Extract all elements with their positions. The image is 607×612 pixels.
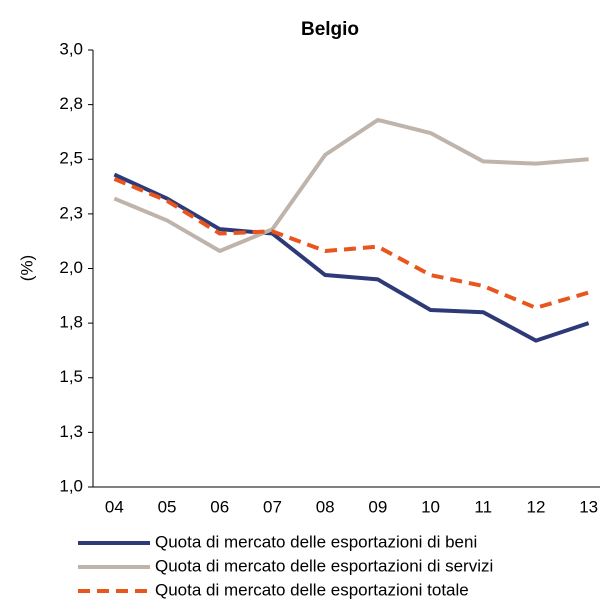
x-tick-label: 04	[105, 497, 124, 516]
y-tick-label: 2,5	[59, 149, 83, 168]
y-tick-label: 1,8	[59, 313, 83, 332]
x-tick-label: 08	[316, 497, 335, 516]
legend-label: Quota di mercato delle esportazioni di b…	[155, 532, 477, 551]
x-tick-label: 09	[368, 497, 387, 516]
x-tick-label: 10	[421, 497, 440, 516]
y-tick-label: 1,0	[59, 476, 83, 495]
x-tick-label: 11	[474, 497, 492, 516]
legend-label: Quota di mercato delle esportazioni tota…	[155, 580, 469, 599]
x-tick-label: 06	[210, 497, 229, 516]
y-axis-label: (%)	[17, 255, 36, 281]
y-tick-label: 2,3	[59, 203, 83, 222]
series-line	[113, 117, 589, 254]
y-tick-label: 2,0	[59, 258, 83, 277]
y-tick-label: 3,0	[59, 39, 83, 58]
chart-title: Belgio	[301, 19, 359, 40]
legend-label: Quota di mercato delle esportazioni di s…	[155, 556, 493, 575]
series-line	[113, 172, 590, 343]
x-tick-label: 13	[579, 497, 598, 516]
series-line	[113, 177, 590, 310]
x-tick-label: 07	[263, 497, 282, 516]
x-tick-label: 05	[158, 497, 177, 516]
y-tick-label: 1,3	[59, 422, 83, 441]
x-tick-label: 12	[526, 497, 545, 516]
y-tick-label: 2,8	[59, 94, 83, 113]
y-tick-label: 1,5	[59, 367, 83, 386]
